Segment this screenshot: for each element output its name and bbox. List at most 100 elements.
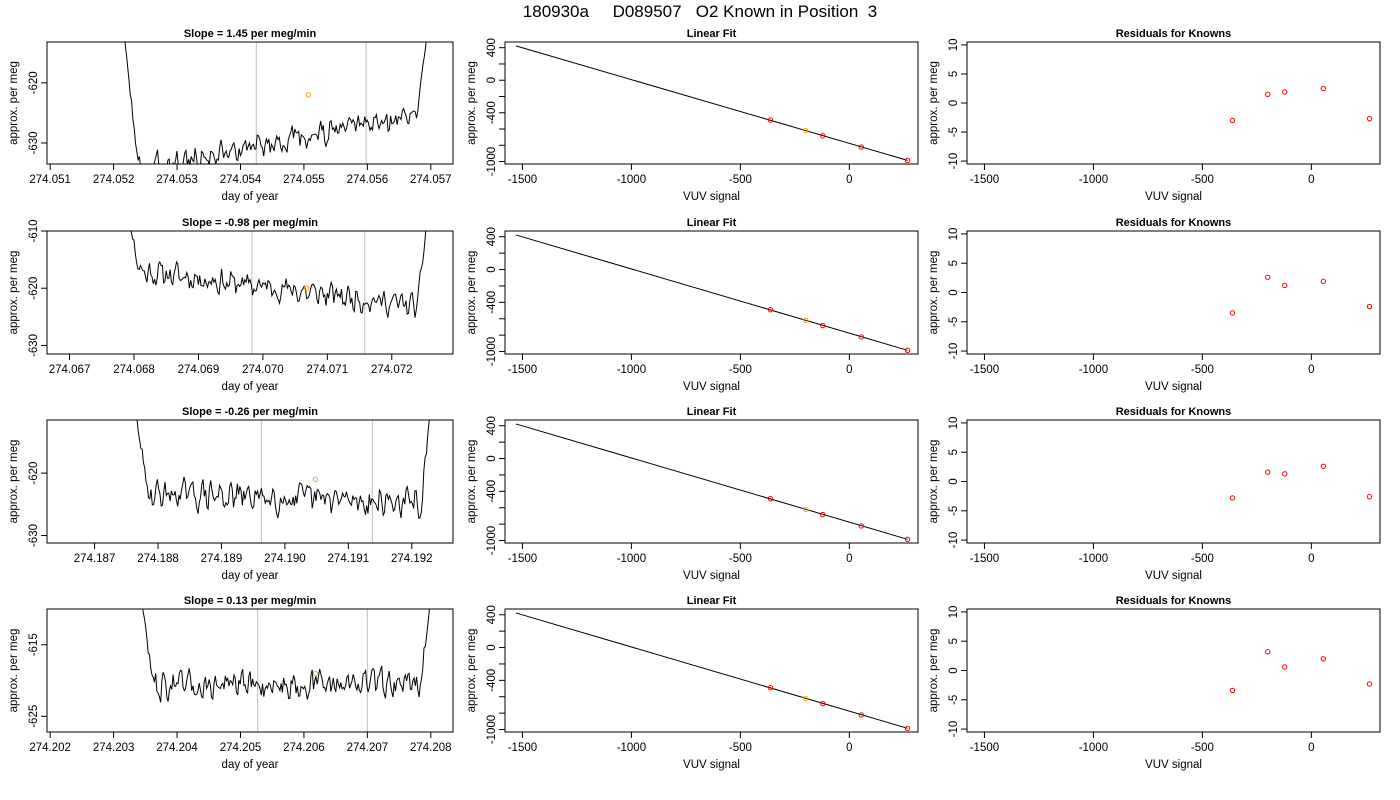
linear-fit-panel-3: -1500 -1000 -500 0 -1000 -400 0 400 Linear Fit VU… <box>466 406 919 582</box>
residuals-y-tick-label: -5 <box>948 506 960 516</box>
residuals-x-tick-label: -1000 <box>1079 553 1108 565</box>
residuals-x-axis-label: VUV signal <box>1145 381 1202 393</box>
signal-trace-line <box>124 42 427 164</box>
residual-point <box>1229 687 1236 694</box>
residuals-x-tick-label: -1500 <box>970 553 999 565</box>
time-series-title: Slope = 1.45 per meg/min <box>184 28 317 40</box>
residuals-plot-frame <box>966 608 1381 733</box>
time-series-y-tick-label: -620 <box>28 462 40 485</box>
linear-fit-y-tick-label: -1000 <box>486 147 498 176</box>
residuals-plot-frame <box>966 230 1381 355</box>
time-series-x-tick-label: 274.202 <box>29 742 71 754</box>
time-series-x-tick-label: 274.207 <box>347 742 389 754</box>
linear-fit-y-tick-label: -400 <box>486 480 498 503</box>
time-series-x-tick-label: 274.189 <box>201 553 243 565</box>
residuals-panel-4: -1500 -1000 -500 0 -10 -5 0 5 10 Residuals for Kn… <box>928 595 1381 771</box>
linear-fit-x-tick-label: -1500 <box>508 742 537 754</box>
residual-point <box>1320 85 1327 92</box>
fit-point <box>820 133 826 139</box>
time-series-x-tick-label: 274.057 <box>410 174 452 186</box>
fit-line <box>515 423 908 540</box>
time-series-y-tick-label: -620 <box>28 71 40 94</box>
residuals-y-tick-label: -10 <box>948 721 960 738</box>
residuals-x-tick-label: -1000 <box>1079 742 1108 754</box>
linear-fit-y-tick-label: 0 <box>486 455 498 461</box>
residuals-y-tick-label: 10 <box>948 228 960 241</box>
residual-point <box>1229 117 1236 124</box>
time-series-plot-frame <box>46 41 454 165</box>
fit-point <box>767 117 774 123</box>
time-series-x-axis-label: day of year <box>222 191 279 203</box>
residual-point <box>1265 469 1271 475</box>
time-series-x-tick-label: 274.208 <box>410 742 452 754</box>
linear-fit-y-tick-label: -400 <box>486 669 498 692</box>
time-series-panel-3: 274.187 274.188 274.189 274.190 274.191 274.1… <box>8 406 454 582</box>
linear-fit-plot-frame <box>504 608 919 733</box>
linear-fit-y-tick-label: 0 <box>486 644 498 650</box>
linear-fit-x-tick-label: -500 <box>729 742 752 754</box>
linear-fit-y-tick-label: -1000 <box>486 337 498 366</box>
linear-fit-x-tick-label: -1000 <box>617 174 646 186</box>
fit-point <box>858 523 865 529</box>
residuals-title: Residuals for Knowns <box>1116 406 1232 418</box>
fit-point <box>904 157 911 164</box>
fit-point <box>858 712 865 718</box>
residuals-plot-frame <box>966 419 1381 544</box>
linear-fit-y-tick-label: 400 <box>486 38 498 57</box>
linear-fit-title: Linear Fit <box>687 217 737 229</box>
highlighted-fit-point <box>803 506 809 512</box>
highlighted-fit-point <box>803 317 809 323</box>
time-series-x-tick-label: 274.192 <box>391 553 433 565</box>
fit-point <box>820 700 826 707</box>
linear-fit-x-tick-label: -1000 <box>617 553 646 565</box>
time-series-plot-frame <box>46 419 454 544</box>
linear-fit-plot-frame <box>504 419 919 544</box>
time-series-y-tick-label: -610 <box>28 219 40 242</box>
residuals-y-tick-label: 5 <box>948 71 960 77</box>
time-series-panel-1: 274.051 274.052 274.053 274.054 274.055 274.0… <box>8 28 454 203</box>
residual-point <box>1229 495 1236 501</box>
residual-point <box>1282 664 1288 670</box>
linear-fit-x-axis-label: VUV signal <box>683 191 740 203</box>
linear-fit-x-tick-label: -1500 <box>508 553 537 565</box>
time-series-x-tick-label: 274.067 <box>49 364 91 376</box>
residual-point <box>1265 649 1271 655</box>
residuals-y-tick-label: 10 <box>948 417 960 430</box>
known-value-marker <box>312 476 319 483</box>
linear-fit-title: Linear Fit <box>687 406 737 418</box>
residuals-y-tick-label: -5 <box>948 127 960 137</box>
time-series-panel-2: 274.067 274.068 274.069 274.070 274.071 274.0… <box>8 217 454 393</box>
highlighted-fit-point <box>803 695 809 701</box>
signal-trace-line <box>136 420 430 519</box>
linear-fit-x-tick-label: -500 <box>729 174 752 186</box>
residual-point <box>1265 91 1271 97</box>
residuals-y-axis-label: approx. per meg <box>928 629 940 713</box>
residuals-title: Residuals for Knowns <box>1116 28 1232 40</box>
linear-fit-title: Linear Fit <box>687 595 737 607</box>
linear-fit-y-axis-label: approx. per meg <box>466 61 478 145</box>
time-series-y-tick-label: -630 <box>28 524 40 547</box>
residuals-y-tick-label: 10 <box>948 39 960 52</box>
linear-fit-y-tick-label: 400 <box>486 605 498 624</box>
time-series-x-tick-label: 274.054 <box>220 174 262 186</box>
signal-trace-line <box>130 231 427 318</box>
residuals-title: Residuals for Knowns <box>1116 217 1232 229</box>
residuals-y-tick-label: 5 <box>948 638 960 644</box>
linear-fit-x-tick-label: 0 <box>846 364 852 376</box>
linear-fit-y-tick-label: 400 <box>486 416 498 435</box>
linear-fit-title: Linear Fit <box>687 28 737 40</box>
linear-fit-y-tick-label: 0 <box>486 266 498 272</box>
residuals-y-axis-label: approx. per meg <box>928 251 940 335</box>
linear-fit-x-tick-label: -1500 <box>508 364 537 376</box>
fit-point <box>904 347 911 354</box>
time-series-x-tick-label: 274.055 <box>283 174 325 186</box>
time-series-x-tick-label: 274.205 <box>220 742 262 754</box>
linear-fit-x-tick-label: 0 <box>846 174 852 186</box>
time-series-y-tick-label: -630 <box>28 334 40 357</box>
time-series-title: Slope = 0.13 per meg/min <box>184 595 317 607</box>
linear-fit-y-tick-label: -400 <box>486 101 498 124</box>
linear-fit-y-tick-label: 0 <box>486 77 498 83</box>
linear-fit-plot-frame <box>504 230 919 355</box>
residuals-plot-frame <box>966 41 1381 165</box>
residuals-title: Residuals for Knowns <box>1116 595 1232 607</box>
